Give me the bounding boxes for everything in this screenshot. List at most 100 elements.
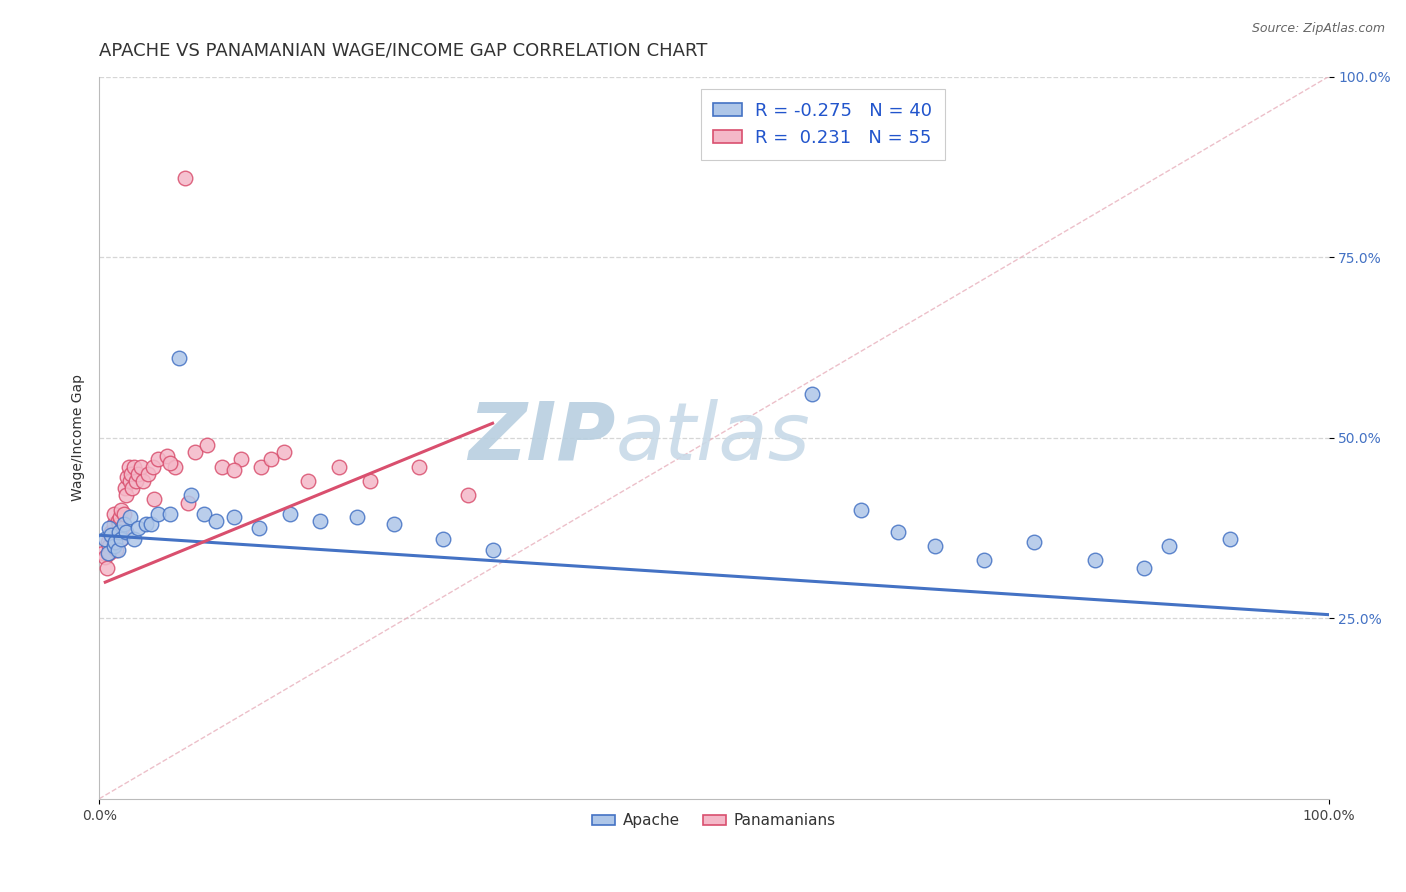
Point [205,514,228,528]
Point [180,488,202,502]
Point [110,532,132,546]
Point [382,517,405,532]
Point [98,546,121,560]
Point [98,539,121,553]
Point [229,452,252,467]
Point [110,503,132,517]
Text: ZIP: ZIP [468,399,616,476]
Point [273,445,295,459]
Point [224,463,246,477]
Point [112,507,135,521]
Point [260,452,283,467]
Point [328,459,350,474]
Point [114,481,136,495]
Point [122,459,145,474]
Point [100,528,122,542]
Point [117,470,139,484]
Point [127,521,149,535]
Point [193,507,215,521]
Point [142,459,165,474]
Point [165,459,187,474]
Point [1084,553,1107,567]
Point [146,452,169,467]
Point [1219,532,1241,546]
Point [851,503,873,517]
Point [107,514,129,528]
Point [110,532,132,546]
Point [143,492,166,507]
Point [100,528,122,542]
Point [1157,539,1180,553]
Point [104,532,127,546]
Point [101,532,124,546]
Point [103,507,125,521]
Point [118,474,141,488]
Point [135,517,157,532]
Point [159,456,181,470]
Point [108,510,131,524]
Point [278,507,301,521]
Point [127,467,149,481]
Point [184,445,207,459]
Point [129,459,152,474]
Point [408,459,430,474]
Point [122,532,145,546]
Point [97,535,120,549]
Point [1133,560,1156,574]
Point [250,459,273,474]
Point [146,507,169,521]
Point [107,524,129,539]
Point [97,546,120,560]
Point [111,521,134,535]
Point [94,549,117,564]
Point [103,517,125,532]
Point [346,510,368,524]
Point [801,387,824,401]
Point [115,488,138,502]
Point [973,553,995,567]
Point [112,517,135,532]
Point [103,539,125,553]
Point [159,507,181,521]
Point [481,542,503,557]
Point [107,517,129,532]
Point [224,510,246,524]
Point [309,514,332,528]
Point [167,351,190,366]
Point [94,532,117,546]
Point [176,496,198,510]
Point [887,524,910,539]
Text: APACHE VS PANAMANIAN WAGE/INCOME GAP CORRELATION CHART: APACHE VS PANAMANIAN WAGE/INCOME GAP COR… [100,42,707,60]
Point [118,510,141,524]
Point [91,546,114,560]
Point [98,521,121,535]
Point [156,449,179,463]
Point [924,539,946,553]
Point [115,524,138,539]
Point [120,467,142,481]
Point [107,524,129,539]
Point [125,474,148,488]
Text: Source: ZipAtlas.com: Source: ZipAtlas.com [1251,22,1385,36]
Point [359,474,381,488]
Point [104,535,127,549]
Point [432,532,454,546]
Point [107,542,129,557]
Point [132,474,155,488]
Point [96,560,118,574]
Point [195,438,218,452]
Point [105,542,128,557]
Point [121,481,143,495]
Point [211,459,233,474]
Point [100,524,122,539]
Point [117,459,139,474]
Point [297,474,319,488]
Point [174,170,197,185]
Point [136,467,159,481]
Point [457,488,479,502]
Legend: Apache, Panamanians: Apache, Panamanians [586,807,842,835]
Point [139,517,162,532]
Y-axis label: Wage/Income Gap: Wage/Income Gap [72,375,86,501]
Text: atlas: atlas [616,399,810,476]
Point [247,521,270,535]
